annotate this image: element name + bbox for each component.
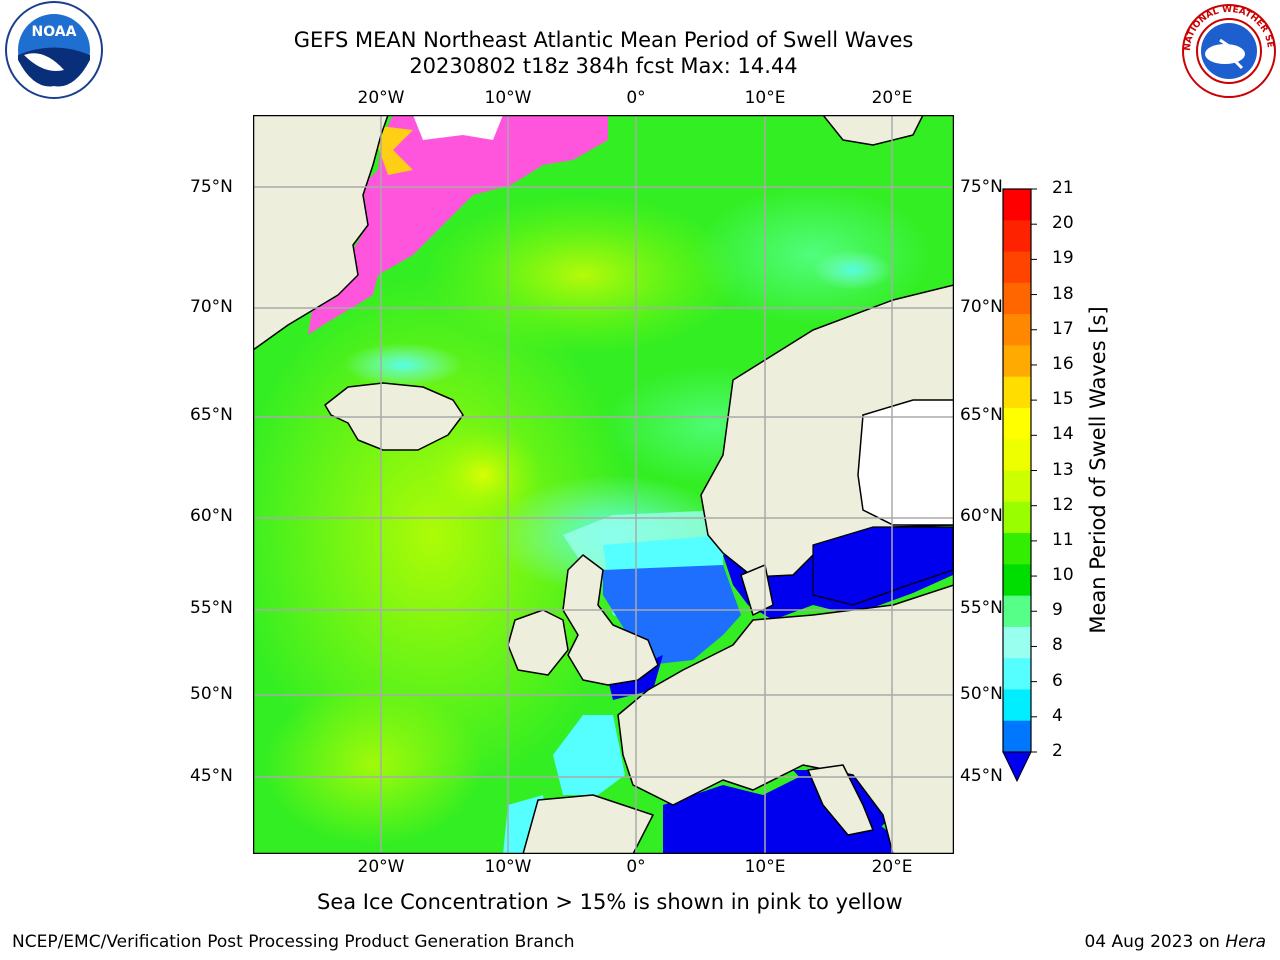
lon-label-bottom: 10°W: [484, 857, 532, 877]
lon-label-top: 20°E: [871, 88, 913, 108]
lat-label-left: 60°N: [190, 506, 233, 526]
sea-ice-pink: [308, 115, 608, 335]
lon-label-bottom: 20°E: [871, 857, 913, 877]
sea-ice-white: [413, 115, 503, 140]
graticule: [253, 115, 954, 854]
lon-label-top: 10°W: [484, 88, 532, 108]
colorbar-segment: [1003, 533, 1031, 565]
colorbar-title: Mean Period of Swell Waves [s]: [1086, 306, 1110, 634]
lon-label-top: 10°E: [744, 88, 786, 108]
lon-label-top: 20°W: [357, 88, 405, 108]
map-subtitle: 20230802 t18z 384h fcst Max: 14.44: [409, 54, 798, 78]
colorbar-tick-label: 20: [1052, 213, 1074, 234]
lat-label-right: 65°N: [960, 405, 1003, 425]
sea-ice-note: Sea Ice Concentration > 15% is shown in …: [317, 890, 903, 914]
colorbar-tick-label: 6: [1052, 670, 1063, 691]
land-iberia: [522, 794, 654, 854]
colorbar-segment: [1003, 220, 1031, 253]
colorbar-segment: [1003, 251, 1031, 284]
swell-region-light: [423, 195, 743, 355]
lat-label-left: 50°N: [190, 684, 233, 704]
lat-label-left: 75°N: [190, 177, 233, 197]
colorbar-tick-label: 17: [1052, 318, 1074, 339]
map-title: GEFS MEAN Northeast Atlantic Mean Period…: [293, 28, 914, 52]
colorbar-segment: [1003, 470, 1031, 503]
colorbar-segment: [1003, 189, 1031, 221]
colorbar-tick-label: 19: [1052, 248, 1074, 269]
swell-region-cyan: [343, 343, 463, 387]
noaa-logo-text: NOAA: [32, 24, 77, 40]
lon-label-bottom: 0°: [626, 857, 646, 877]
colorbar-segment: [1003, 626, 1031, 659]
lon-label-bottom: 10°E: [744, 857, 786, 877]
land-ireland: [507, 609, 569, 676]
nws-logo: NATIONAL WEATHER SERVICE: [1180, 2, 1276, 98]
colorbar-segment: [1003, 376, 1031, 409]
colorbar-under-arrow: [1002, 751, 1032, 783]
colorbar-tick-label: 12: [1052, 494, 1074, 515]
map-frame: [253, 115, 954, 854]
swell-period-map: [253, 115, 954, 854]
noaa-logo: NOAA: [5, 1, 103, 99]
swell-region-light: [263, 685, 483, 845]
lat-label-right: 75°N: [960, 177, 1003, 197]
colorbar-frame: [1002, 188, 1032, 753]
land-continent: [617, 584, 954, 854]
sweden-finland-white: [857, 399, 954, 526]
land-svalbard: [822, 115, 924, 146]
colorbar-tick-label: 2: [1052, 741, 1063, 761]
land-britain: [562, 554, 659, 686]
colorbar-tick-label: 11: [1052, 529, 1074, 550]
colorbar-tick-label: 10: [1052, 565, 1074, 586]
swell-region-mid: [693, 185, 933, 325]
lat-label-right: 60°N: [960, 506, 1003, 526]
lat-label-right: 50°N: [960, 684, 1003, 704]
footer-date: 04 Aug 2023 on Hera: [1084, 932, 1266, 952]
colorbar-tick-label: 4: [1052, 705, 1063, 726]
colorbar-tick-label: 16: [1052, 353, 1074, 374]
colorbar-segment: [1003, 345, 1031, 378]
colorbar-segment: [1003, 407, 1031, 440]
colorbar-segment: [1003, 314, 1031, 346]
footer-machine: Hera: [1225, 932, 1266, 952]
colorbar-segment: [1003, 720, 1031, 753]
lon-label-top: 0°: [626, 88, 646, 108]
swell-region-light: [423, 425, 543, 525]
baltic-inner: [812, 526, 954, 606]
biscay-low: [553, 715, 625, 795]
colorbar-tick-label: 13: [1052, 459, 1074, 480]
colorbar-segment: [1003, 564, 1031, 597]
colorbar-segment: [1003, 658, 1031, 690]
colorbar-segment: [1003, 439, 1031, 471]
swell-region-cyan: [813, 250, 893, 290]
mediterranean-low: [663, 775, 954, 854]
colorbar-segment: [1003, 282, 1031, 315]
lat-label-left: 70°N: [190, 297, 233, 317]
lat-label-right: 55°N: [960, 598, 1003, 618]
colorbar-tick-label: 21: [1052, 178, 1074, 198]
colorbar-segment: [1003, 689, 1031, 722]
colorbar-tick-label: 14: [1052, 424, 1074, 445]
colorbar-tick-label: 15: [1052, 389, 1074, 410]
footer-organization: NCEP/EMC/Verification Post Processing Pr…: [12, 932, 575, 952]
colorbar-tick-label: 8: [1052, 635, 1063, 656]
lon-label-bottom: 20°W: [357, 857, 405, 877]
lat-label-left: 65°N: [190, 405, 233, 425]
colorbar-tick-label: 9: [1052, 600, 1063, 621]
colorbar-tick-label: 18: [1052, 283, 1074, 304]
colorbar-segment: [1003, 595, 1031, 628]
lat-label-left: 55°N: [190, 598, 233, 618]
lat-label-left: 45°N: [190, 766, 233, 786]
footer-date-text: 04 Aug 2023 on: [1084, 932, 1226, 952]
colorbar-segment: [1003, 501, 1031, 534]
lat-label-right: 45°N: [960, 766, 1003, 786]
land-italy: [807, 764, 874, 836]
lat-label-right: 70°N: [960, 297, 1003, 317]
